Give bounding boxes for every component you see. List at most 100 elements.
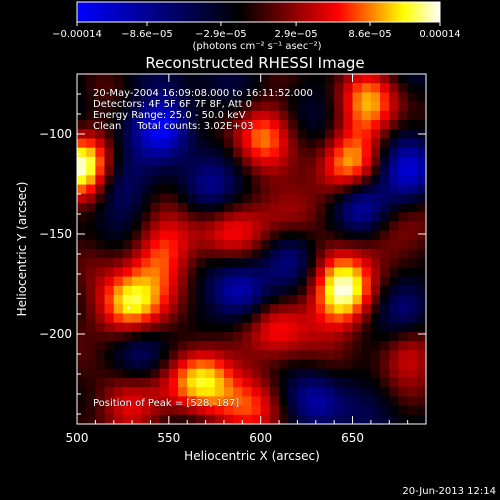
heatmap-cell [352,175,363,186]
heatmap-cell [86,202,96,213]
heatmap-cell [159,377,170,388]
heatmap-cell [77,221,87,232]
heatmap-cell [324,258,335,269]
heatmap-cell [196,359,207,370]
heatmap-cell [205,368,216,379]
heatmap-cell [334,276,344,287]
heatmap-cell [205,359,216,370]
heatmap-cell [122,359,133,370]
heatmap-cell [306,341,317,351]
heatmap-cell [306,396,317,407]
heatmap-cell [288,304,299,315]
heatmap-cell [104,350,115,361]
heatmap-cell [398,193,409,204]
heatmap-cell [352,258,363,269]
heatmap-cell [159,193,170,204]
heatmap-cell [178,341,188,351]
heatmap-cell [187,138,197,149]
heatmap-cell [178,322,188,333]
heatmap-cell [251,295,262,305]
heatmap-cell [389,396,400,407]
heatmap-cell [95,138,106,149]
heatmap-cell [159,110,170,121]
heatmap-cell [95,156,106,167]
heatmap-cell [398,239,409,250]
heatmap-cell [104,396,115,407]
heatmap-cell [113,202,124,213]
heatmap-cell [77,377,87,388]
heatmap-cell [279,166,289,176]
heatmap-cell [150,341,161,351]
heatmap-cell [95,387,106,397]
heatmap-cell [334,83,344,94]
heatmap-cell [343,212,354,222]
heatmap-cell [352,212,363,222]
heatmap-cell [86,304,96,315]
heatmap-cell [251,350,262,361]
heatmap-cell [77,359,87,370]
heatmap-cell [168,396,179,407]
heatmap-cell [297,387,308,397]
heatmap-cell [297,184,308,195]
heatmap-cell [407,313,418,324]
heatmap-cell [416,414,427,425]
heatmap-cell [150,405,161,416]
heatmap-cell [233,341,243,351]
heatmap-cell [141,202,152,213]
heatmap-cell [269,341,280,351]
heatmap-cell [260,295,271,305]
heatmap-cell [343,166,354,176]
heatmap-cell [306,110,317,121]
heatmap-cell [86,414,96,425]
heatmap-cell [389,322,400,333]
heatmap-cell [187,359,197,370]
heatmap-cell [297,212,308,222]
heatmap-cell [168,304,179,315]
heatmap-cell [389,267,400,278]
heatmap-cell [398,295,409,305]
heatmap-cell [398,377,409,388]
colorbar-tick-label: 2.9e−05 [275,29,318,40]
heatmap-cell [214,83,225,94]
heatmap-cell [86,396,96,407]
heatmap-cell [95,249,106,259]
heatmap-cell [398,322,409,333]
heatmap-cell [178,414,188,425]
heatmap-cell [168,110,179,121]
heatmap-cell [343,83,354,94]
heatmap-cell [77,304,87,315]
heatmap-cell [370,175,381,186]
heatmap-cell [95,359,106,370]
heatmap-cell [132,156,142,167]
heatmap-cell [233,350,243,361]
heatmap-cell [95,396,106,407]
heatmap-cell [86,368,96,379]
heatmap-cell [95,221,106,232]
heatmap-cell [168,193,179,204]
heatmap-cell [315,387,326,397]
heatmap-cell [95,230,106,241]
heatmap-cell [104,184,115,195]
heatmap-cell [113,184,124,195]
heatmap-cell [389,175,400,186]
heatmap-cell [398,83,409,94]
heatmap-cell [214,350,225,361]
heatmap-cell [233,110,243,121]
heatmap-cell [132,212,142,222]
heatmap-cell [361,120,372,130]
heatmap-cell [141,359,152,370]
heatmap-cell [380,120,390,130]
heatmap-cell [334,368,344,379]
heatmap-cell [315,120,326,130]
heatmap-cell [196,387,207,397]
heatmap-cell [104,405,115,416]
heatmap-cell [324,193,335,204]
heatmap-cell [334,120,344,130]
heatmap-cell [380,295,390,305]
heatmap-cell [86,285,96,296]
heatmap-cell [306,377,317,388]
heatmap-cell [187,166,197,176]
heatmap-cell [416,101,427,112]
heatmap-cell [407,341,418,351]
heatmap-cell [297,405,308,416]
